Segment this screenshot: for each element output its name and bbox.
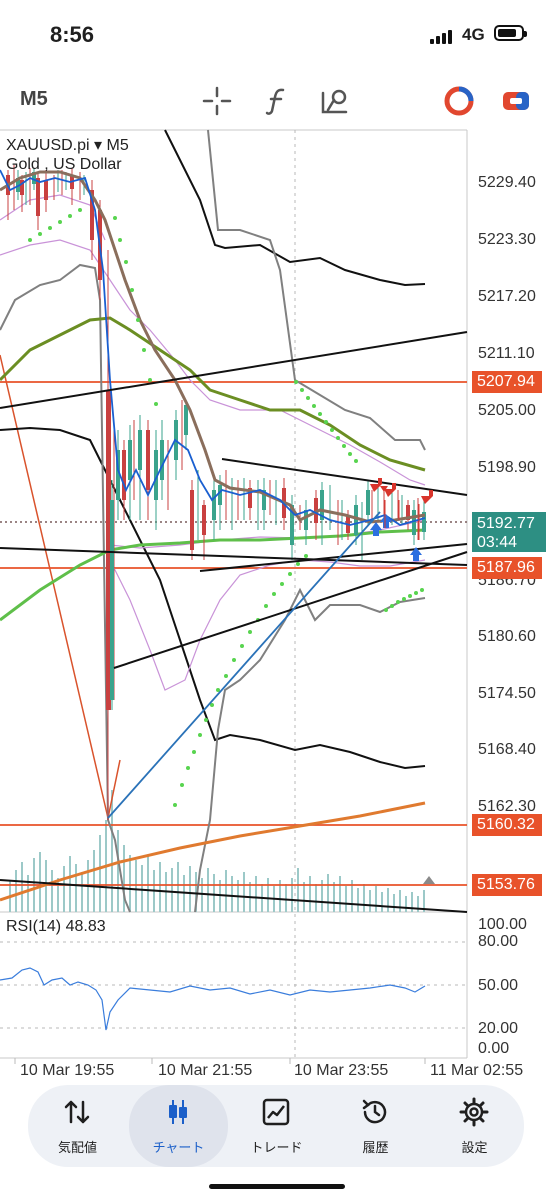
- time-tick: 10 Mar 23:55: [294, 1062, 389, 1079]
- timeframe-button[interactable]: M5: [20, 88, 48, 110]
- rsi-tick: 100.00: [478, 916, 527, 933]
- symbol-label[interactable]: XAUUSD.pi ▾ M5: [6, 137, 129, 154]
- tab-settings[interactable]: 設定: [425, 1085, 524, 1167]
- bottom-tab-bar: 気配値 チャート トレード 履歴 設: [28, 1085, 524, 1167]
- app-logo-icon[interactable]: [444, 86, 474, 116]
- candlesticks: [6, 165, 426, 820]
- price-tick: 5211.10: [478, 345, 535, 362]
- tab-chart[interactable]: チャート: [129, 1085, 228, 1167]
- trade-icon: [262, 1098, 290, 1126]
- tab-settings-label: 設定: [461, 1140, 488, 1155]
- tab-history[interactable]: 履歴: [326, 1085, 425, 1167]
- level-tag: 5207.94: [472, 371, 542, 393]
- price-chart[interactable]: [0, 0, 554, 1080]
- time-tick: 11 Mar 02:55: [430, 1062, 524, 1079]
- status-time: 8:56: [50, 22, 95, 47]
- time-tick: 10 Mar 19:55: [20, 1062, 115, 1079]
- tab-quotes-label: 気配値: [57, 1140, 97, 1155]
- rsi-tick: 0.00: [478, 1040, 510, 1057]
- current-price: 5192.77: [477, 515, 535, 532]
- history-icon: [362, 1099, 387, 1124]
- tab-quotes[interactable]: 気配値: [28, 1085, 127, 1167]
- current-price-tag: 5192.77 03:44: [472, 512, 546, 552]
- price-tick: 5180.60: [478, 628, 536, 645]
- objects-icon[interactable]: [320, 86, 350, 116]
- trend-lines: [0, 331, 468, 913]
- signal-icon: [430, 28, 456, 44]
- quotes-icon: [64, 1100, 90, 1124]
- price-tick: 5174.50: [478, 685, 536, 702]
- tab-trade-label: トレード: [250, 1140, 303, 1155]
- level-tag: 5187.96: [472, 557, 542, 579]
- rsi-tick: 50.00: [478, 977, 519, 994]
- crosshair-icon[interactable]: [202, 86, 232, 116]
- rsi-tick: 20.00: [478, 1020, 519, 1037]
- price-tick: 5205.00: [478, 402, 536, 419]
- network-type: 4G: [462, 25, 485, 44]
- symbol-description: Gold , US Dollar: [6, 156, 122, 173]
- home-indicator: [209, 1184, 345, 1189]
- price-tick: 5223.30: [478, 231, 536, 248]
- tab-trade[interactable]: トレード: [227, 1085, 326, 1167]
- status-bar: 8:56 4G: [0, 0, 554, 70]
- price-tick: 5168.40: [478, 741, 536, 758]
- rsi-indicator-label: RSI(14) 48.83: [6, 918, 106, 935]
- rsi-line: [0, 967, 426, 1031]
- chart-toolbar: M5: [0, 76, 554, 122]
- time-tick: 10 Mar 21:55: [158, 1062, 253, 1079]
- settings-icon: [459, 1097, 489, 1127]
- rsi-tick: 80.00: [478, 933, 519, 950]
- candlestick-icon: [169, 1100, 187, 1124]
- price-tick: 5198.90: [478, 459, 536, 476]
- indicator-icon[interactable]: [262, 86, 292, 116]
- level-tag: 5153.76: [472, 874, 542, 896]
- tab-chart-label: チャート: [152, 1140, 205, 1155]
- level-tag: 5160.32: [472, 814, 542, 836]
- battery-icon: [494, 25, 527, 41]
- volume-histogram: [9, 790, 425, 912]
- price-tick: 5162.30: [478, 798, 536, 815]
- price-tick: 5217.20: [478, 288, 536, 305]
- price-tick: 5229.40: [478, 174, 536, 191]
- one-click-trading-icon[interactable]: [501, 86, 531, 116]
- bar-countdown: 03:44: [477, 534, 518, 551]
- tab-history-label: 履歴: [362, 1140, 389, 1155]
